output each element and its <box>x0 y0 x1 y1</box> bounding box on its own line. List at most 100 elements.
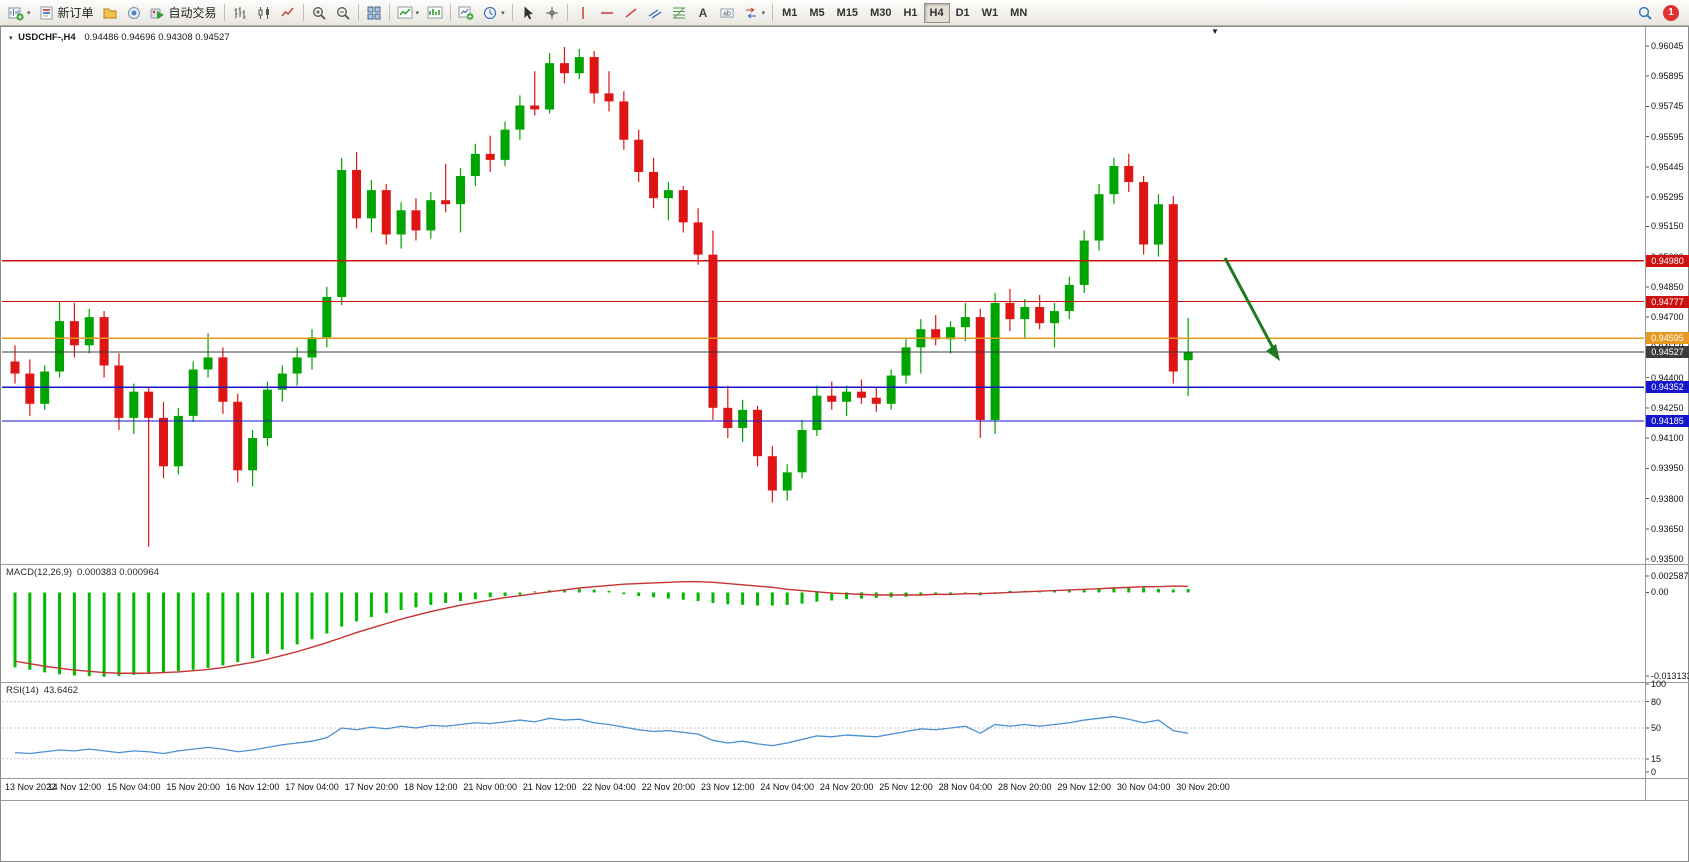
timeframe-d1-button[interactable]: D1 <box>955 6 970 19</box>
new-chart-button[interactable]: ▾ <box>4 2 35 24</box>
new-order-button[interactable]: 新订单 <box>35 2 98 24</box>
objects-list-button[interactable] <box>423 2 447 24</box>
candlestick-button[interactable] <box>252 2 276 24</box>
autotrade-icon <box>150 8 164 19</box>
text-button[interactable]: A <box>691 2 715 24</box>
toolbar-separator <box>223 4 225 21</box>
price-axis-label: 0.94250 <box>1651 402 1684 413</box>
rsi-axis-label: 100 <box>1651 679 1667 689</box>
timeframe-m5-button[interactable]: M5 <box>809 6 825 19</box>
candle-down <box>99 317 109 366</box>
chart-window: ▾ USDCHF-,H4 0.94486 0.94696 0.94308 0.9… <box>0 26 1689 862</box>
autotrade-button[interactable]: 自动交易 <box>146 2 221 24</box>
timeframe-m1-button[interactable]: M1 <box>782 6 798 19</box>
price-tag: 0.94352 <box>1646 381 1689 394</box>
candle-down <box>114 365 124 418</box>
candle-up <box>515 105 525 130</box>
template-button[interactable] <box>454 2 478 24</box>
horizontal-line-icon <box>600 11 613 14</box>
time-axis-label: 14 Nov 12:00 <box>47 782 102 792</box>
candle-down <box>619 101 629 140</box>
candle-down <box>159 417 168 467</box>
trendline-button[interactable] <box>619 2 643 24</box>
macd-signal-line <box>14 580 1189 674</box>
timeframe-h1-button[interactable]: H1 <box>903 6 918 19</box>
price-axis-label: 0.95445 <box>1651 161 1684 172</box>
candle-up <box>574 57 584 74</box>
zoom-in-button[interactable] <box>307 2 331 24</box>
bar-chart-button[interactable] <box>228 2 252 24</box>
timeframe-w1-button[interactable]: W1 <box>981 6 999 19</box>
time-axis-label: 22 Nov 04:00 <box>582 782 636 792</box>
chart-title-marker-icon: ▾ <box>9 35 13 42</box>
macd-axis-label: 0.002587 <box>1651 571 1689 581</box>
timeframe-h4-button[interactable]: H4 <box>923 2 950 23</box>
chart-shift-marker[interactable]: ▼ <box>1211 27 1219 36</box>
search-icon <box>1638 6 1652 20</box>
candle-up <box>337 169 347 297</box>
horizontal-line-button[interactable] <box>595 2 619 24</box>
cursor-icon <box>524 6 533 19</box>
notification-badge[interactable]: 1 <box>1663 4 1679 21</box>
candle-up <box>307 337 317 358</box>
line-chart-button[interactable] <box>276 2 300 24</box>
periods-button[interactable]: ▾ <box>478 2 509 24</box>
vertical-line-button[interactable] <box>571 2 595 24</box>
time-axis-label: 15 Nov 04:00 <box>107 782 161 792</box>
fibonacci-icon <box>672 7 685 18</box>
dropdown-caret-icon: ▾ <box>415 9 420 17</box>
macd-axis-label: 0.00 <box>1651 587 1669 598</box>
profiles-button[interactable] <box>98 2 122 24</box>
candle-up <box>55 321 65 372</box>
candlestick-icon <box>258 6 269 19</box>
search-button[interactable] <box>1633 2 1657 24</box>
ohlc-values: 0.94486 0.94696 0.94308 0.94527 <box>84 32 230 43</box>
toolbar: ▾ 新订单 自动交易 <box>0 0 1689 26</box>
crosshair-button[interactable] <box>540 2 564 24</box>
zoom-out-button[interactable] <box>331 2 355 24</box>
candle-down <box>25 373 35 404</box>
time-axis-label: 15 Nov 20:00 <box>166 782 220 792</box>
cursor-button[interactable] <box>516 2 540 24</box>
price-axis-label: 0.95595 <box>1651 131 1684 142</box>
candle-up <box>886 375 896 404</box>
text-label-button[interactable]: ab <box>715 2 739 24</box>
trendline-icon <box>625 7 637 18</box>
candle-up <box>456 176 465 205</box>
candle-down <box>931 329 941 340</box>
candle-down <box>634 139 644 172</box>
price-axis-label: 0.94400 <box>1651 372 1684 383</box>
time-axis-label: 13 Nov 2022 <box>5 782 57 792</box>
time-axis-label: 25 Nov 12:00 <box>879 782 933 792</box>
candle-up <box>901 347 911 376</box>
candle-down <box>1168 204 1178 372</box>
timeframe-mn-button[interactable]: MN <box>1010 6 1028 19</box>
price-axis-label: 0.95295 <box>1651 192 1684 203</box>
toolbar-separator <box>302 4 304 21</box>
macd-values: 0.000383 0.000964 <box>77 567 159 578</box>
price-axis-label: 0.93950 <box>1651 463 1684 474</box>
chart-title: ▾ USDCHF-,H4 0.94486 0.94696 0.94308 0.9… <box>9 32 230 43</box>
price-axis-label: 0.93650 <box>1651 523 1684 534</box>
candle-down <box>352 169 362 219</box>
timeframe-m15-button[interactable]: M15 <box>836 6 859 19</box>
chart-canvas[interactable] <box>1 27 1689 862</box>
channel-button[interactable] <box>643 2 667 24</box>
candle-down <box>530 105 540 110</box>
candle-down <box>485 153 495 160</box>
price-tag: 0.94185 <box>1646 414 1689 427</box>
indicators-button[interactable]: ▾ <box>393 2 424 24</box>
data-window-button[interactable] <box>122 2 146 24</box>
vertical-line-icon <box>581 6 584 19</box>
fibonacci-button[interactable] <box>667 2 691 24</box>
candle-down <box>589 57 599 94</box>
price-tag: 0.94980 <box>1646 254 1689 267</box>
rsi-axis-label: 15 <box>1651 753 1662 764</box>
timeframe-m30-button[interactable]: M30 <box>870 6 892 19</box>
new-order-icon <box>40 6 53 19</box>
candle-up <box>738 409 748 428</box>
arrows-button[interactable]: ▾ <box>739 2 770 24</box>
trend-arrow[interactable] <box>1223 257 1275 349</box>
time-axis-label: 28 Nov 04:00 <box>938 782 993 792</box>
tile-windows-button[interactable] <box>362 2 386 24</box>
